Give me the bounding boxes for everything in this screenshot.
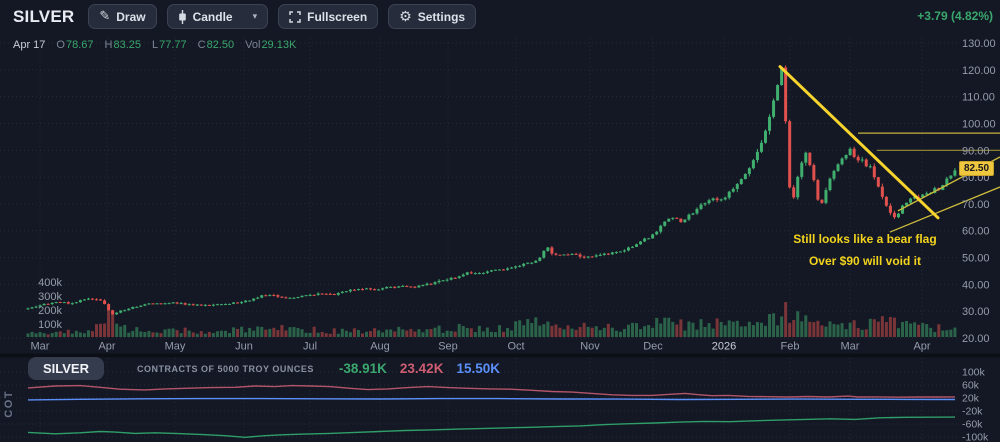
svg-text:Jul: Jul — [303, 341, 317, 353]
cot-value-blue: 15.50K — [456, 361, 500, 376]
svg-text:90.00: 90.00 — [962, 145, 990, 157]
cot-panel-label: COT — [3, 390, 15, 418]
cot-value-green: -38.91K — [338, 361, 387, 376]
svg-text:60k: 60k — [962, 380, 980, 392]
svg-text:120.00: 120.00 — [962, 65, 996, 77]
svg-text:Apr: Apr — [98, 341, 115, 353]
svg-text:Mar: Mar — [841, 341, 860, 353]
ohlc-high: H 83.25 — [104, 39, 141, 51]
svg-text:Mar: Mar — [31, 341, 50, 353]
svg-text:400k: 400k — [38, 277, 62, 289]
fullscreen-label: Fullscreen — [307, 9, 368, 24]
svg-text:Aug: Aug — [370, 341, 390, 353]
svg-text:100k: 100k — [962, 367, 986, 379]
cot-lines — [27, 384, 956, 438]
cot-subtitle: CONTRACTS OF 5000 TROY OUNCES — [137, 363, 314, 374]
svg-text:20k: 20k — [962, 393, 980, 405]
svg-text:100k: 100k — [38, 319, 62, 331]
annotation-line2: Over $90 will void it — [808, 254, 922, 268]
svg-text:50.00: 50.00 — [962, 253, 990, 265]
svg-text:30.00: 30.00 — [962, 306, 990, 318]
svg-text:Sep: Sep — [438, 341, 458, 353]
panel-separator — [0, 353, 1000, 358]
svg-text:70.00: 70.00 — [962, 199, 990, 211]
svg-text:110.00: 110.00 — [962, 92, 995, 104]
svg-text:May: May — [165, 341, 186, 353]
pencil-icon: ✎ — [99, 9, 111, 24]
gear-icon: ⚙ — [399, 8, 412, 25]
candle-icon — [178, 9, 186, 24]
cot-green-line — [27, 416, 956, 438]
candles — [26, 65, 957, 315]
annotation-line1: Still looks like a bear flag — [793, 232, 937, 246]
svg-text:-60k: -60k — [962, 419, 983, 431]
svg-text:-100k: -100k — [962, 432, 989, 442]
settings-label: Settings — [417, 9, 466, 24]
fullscreen-icon — [289, 10, 301, 23]
svg-text:100.00: 100.00 — [962, 118, 996, 130]
svg-text:300k: 300k — [38, 291, 62, 303]
ohlc-open: O 78.67 — [56, 39, 94, 51]
svg-text:Nov: Nov — [580, 341, 600, 353]
price-change: +3.79 (4.82%) — [917, 9, 993, 23]
svg-text:2026: 2026 — [712, 341, 736, 353]
cot-symbol-badge[interactable]: SILVER — [28, 357, 104, 380]
axis-labels: 130.00120.00110.00100.0090.0080.0070.006… — [31, 38, 996, 442]
svg-text:200k: 200k — [38, 305, 62, 317]
candle-type-label: Candle — [192, 9, 233, 24]
settings-button[interactable]: ⚙ Settings — [388, 4, 477, 29]
cot-values: -38.91K 23.42K 15.50K — [339, 361, 500, 376]
cot-blue-line — [27, 397, 956, 401]
svg-text:Apr: Apr — [913, 341, 930, 353]
volume-bars — [26, 302, 957, 337]
toolbar: SILVER ✎ Draw Candle ▾ Fullscreen ⚙ Sett… — [0, 0, 1000, 33]
ohlc-date: Apr 17 — [13, 39, 46, 51]
svg-text:60.00: 60.00 — [962, 226, 990, 238]
candle-type-button[interactable]: Candle ▾ — [166, 4, 269, 29]
svg-text:40.00: 40.00 — [962, 279, 990, 291]
svg-text:Jun: Jun — [235, 341, 253, 353]
cot-value-red: 23.42K — [399, 361, 444, 376]
grid-lines — [0, 38, 958, 440]
ohlc-volume: Vol 29.13K — [245, 39, 297, 51]
cot-header: SILVER CONTRACTS OF 5000 TROY OUNCES -38… — [28, 357, 500, 380]
svg-text:130.00: 130.00 — [962, 38, 996, 50]
svg-text:Feb: Feb — [781, 341, 800, 353]
chart-annotation[interactable]: Still looks like a bear flag Over $90 wi… — [785, 233, 945, 268]
fullscreen-button[interactable]: Fullscreen — [278, 4, 379, 29]
draw-button[interactable]: ✎ Draw — [88, 4, 157, 29]
symbol-title: SILVER — [13, 6, 75, 26]
ohlc-low: L 77.77 — [152, 39, 187, 51]
svg-text:20.00: 20.00 — [962, 333, 990, 345]
ohlc-close: C 82.50 — [197, 39, 235, 51]
last-price-tag: 82.50 — [959, 161, 995, 176]
ohlc-row: Apr 17 O 78.67 H 83.25 L 77.77 C 82.50 Vol 29… — [13, 39, 296, 51]
svg-text:Dec: Dec — [643, 341, 663, 353]
draw-button-label: Draw — [116, 9, 146, 24]
svg-text:Oct: Oct — [507, 341, 524, 353]
svg-text:-20k: -20k — [962, 406, 983, 418]
chevron-down-icon: ▾ — [252, 11, 258, 22]
cot-red-line — [27, 384, 956, 398]
